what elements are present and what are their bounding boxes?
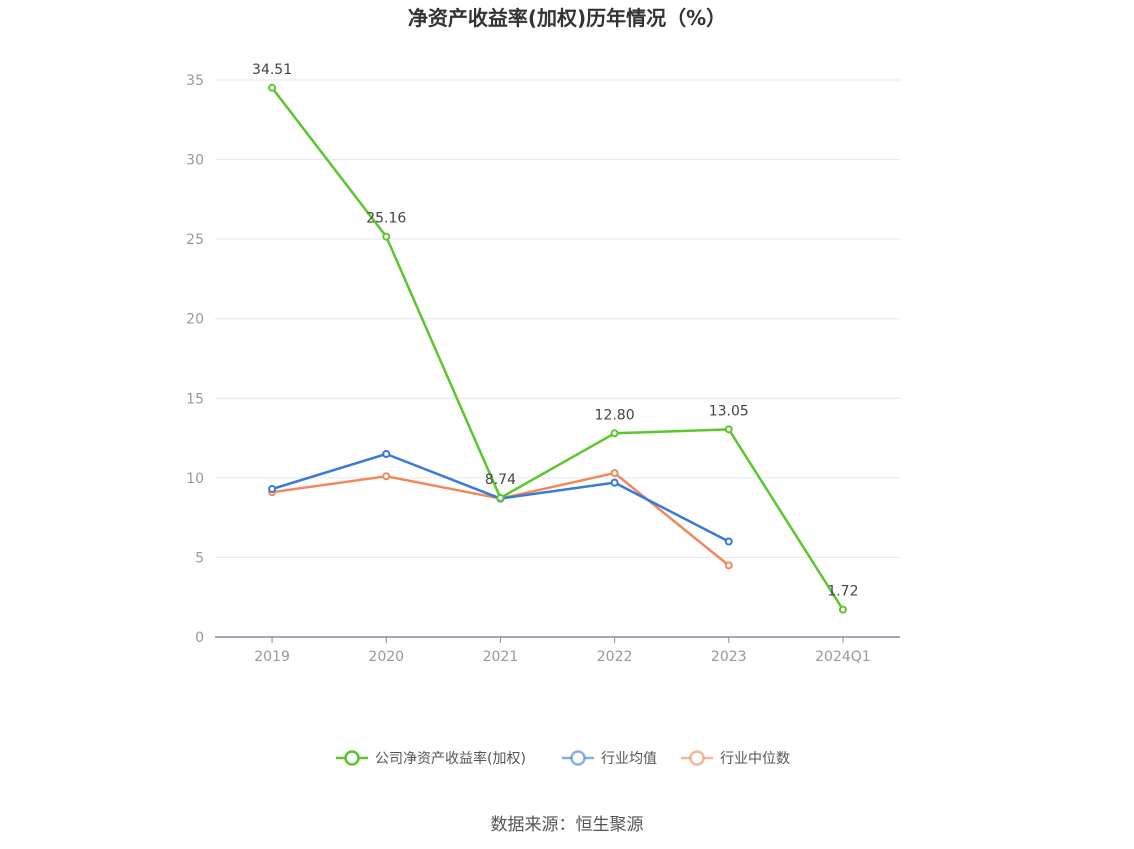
data-point [382, 449, 391, 458]
axis-layer: 0 5 10 15 20 25 30 35 2019 2020 2021 2022 2023 2024Q1 [186, 73, 900, 665]
data-label: 13.05 [709, 403, 749, 419]
y-tick-label: 15 [186, 391, 204, 407]
y-tick-label: 30 [186, 153, 204, 169]
y-tick-label: 35 [186, 73, 204, 89]
legend-item: 行业中位数 [681, 750, 790, 767]
data-point [268, 484, 277, 493]
data-label: 12.80 [595, 407, 635, 423]
x-tick-label: 2023 [711, 649, 747, 665]
data-label: 34.51 [252, 62, 292, 78]
x-tick-label: 2021 [483, 649, 519, 665]
source-note: 数据来源：恒生聚源 [491, 815, 644, 835]
grid-layer [215, 79, 900, 558]
data-point [496, 493, 505, 502]
y-tick-label: 0 [195, 630, 204, 646]
y-tick-label: 5 [195, 550, 204, 566]
series-layer [268, 83, 847, 614]
data-label: 8.74 [485, 472, 516, 488]
y-tick-label: 25 [186, 232, 204, 248]
legend-item: 公司净资产收益率(加权) [336, 750, 526, 767]
data-point [838, 605, 847, 614]
legend-item: 行业均值 [562, 750, 657, 767]
data-point [610, 429, 619, 438]
series-line [270, 86, 845, 611]
legend-label: 行业中位数 [720, 751, 790, 767]
data-point [382, 232, 391, 241]
data-point [610, 469, 619, 478]
chart-title: 净资产收益率(加权)历年情况（%） [408, 6, 726, 30]
data-point [724, 425, 733, 434]
legend-swatch-marker [570, 750, 586, 766]
y-tick-label: 20 [186, 312, 204, 328]
data-point [268, 83, 277, 92]
data-point [724, 561, 733, 570]
y-tick-label: 10 [186, 471, 204, 487]
data-label: 1.72 [827, 584, 858, 600]
data-point [382, 472, 391, 481]
data-label: 25.16 [366, 211, 406, 227]
legend-swatch-marker [344, 750, 360, 766]
x-tick-label: 2019 [254, 649, 290, 665]
x-tick-label: 2024Q1 [815, 649, 871, 665]
x-tick-label: 2020 [368, 649, 404, 665]
data-label-layer: 34.51 25.16 8.74 12.80 13.05 1.72 [252, 62, 858, 600]
legend: 公司净资产收益率(加权) 行业均值 行业中位数 [336, 750, 790, 767]
legend-swatch-marker [689, 750, 705, 766]
data-point [724, 537, 733, 546]
legend-label: 行业均值 [601, 751, 657, 767]
x-tick-label: 2022 [597, 649, 633, 665]
legend-label: 公司净资产收益率(加权) [375, 750, 526, 767]
data-point [610, 478, 619, 487]
